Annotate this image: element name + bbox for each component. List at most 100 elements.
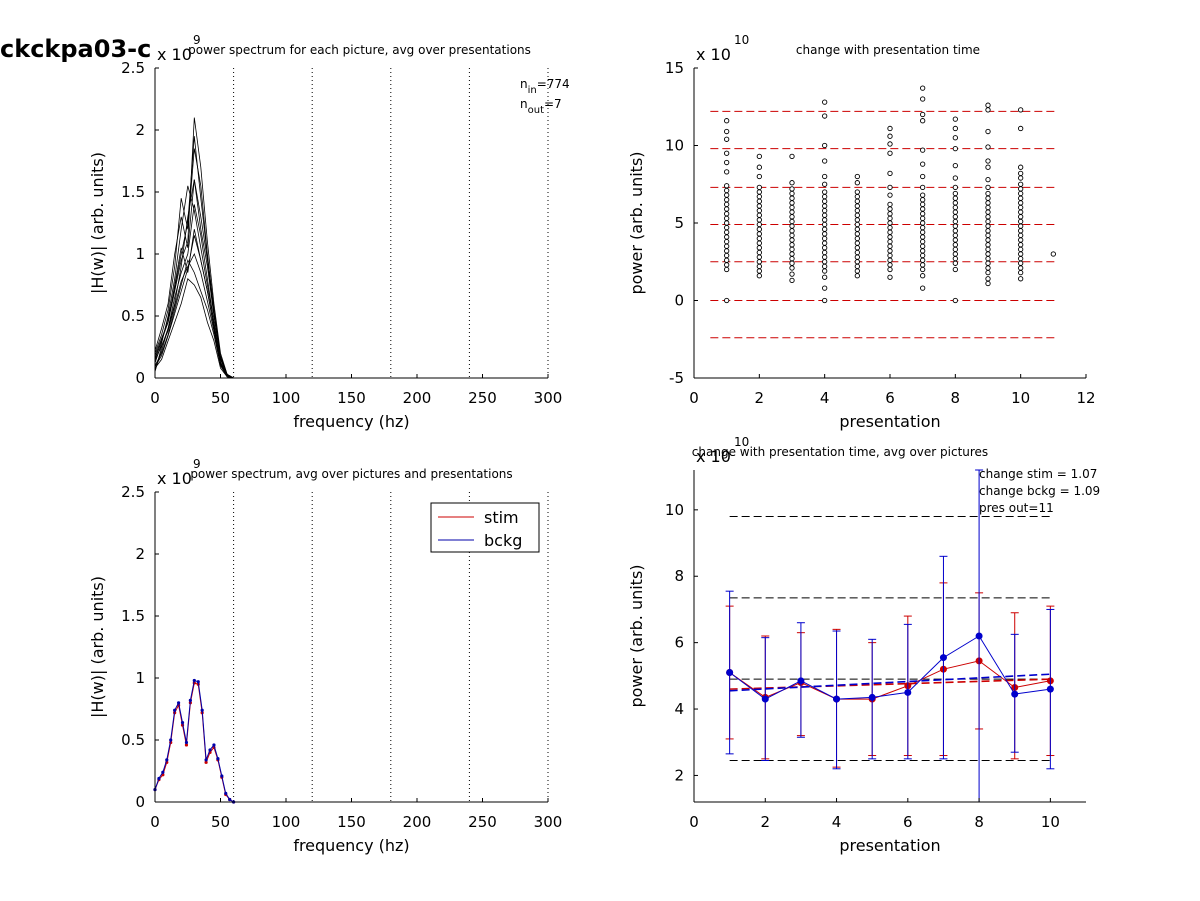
scatter-point <box>789 204 795 211</box>
y-multiplier-exponent: 10 <box>734 435 749 449</box>
figure-title: ckckpa03-c <box>0 35 151 63</box>
scatter-point <box>756 268 762 274</box>
scatter-point <box>985 190 991 197</box>
scatter-point <box>920 262 926 268</box>
spectrum-point-bckg <box>208 748 212 752</box>
scatter-point <box>756 217 762 223</box>
panel-change-presentation-time: 0 2 4 6 8 10 12 -5 0 5 10 15 presentation power (arb.… <box>627 33 1096 431</box>
scatter-point <box>985 246 991 253</box>
x-tick-label: 150 <box>337 389 366 407</box>
scatter-point <box>985 232 991 239</box>
x-tick-label: 4 <box>832 813 842 831</box>
scatter-point <box>756 240 762 246</box>
scatter-point <box>724 169 730 175</box>
scatter-point <box>985 260 991 266</box>
y-tick-label: 8 <box>674 567 684 585</box>
scatter-point <box>724 248 730 254</box>
spectrum-line <box>154 185 548 379</box>
scatter-point <box>1018 195 1024 201</box>
scatter-point <box>887 248 893 254</box>
scatter-point <box>789 246 795 253</box>
y-tick-label: 6 <box>674 634 684 652</box>
x-tick-label: 200 <box>403 389 432 407</box>
scatter-point <box>789 209 795 215</box>
scatter-point <box>822 254 828 260</box>
x-tick-label: 0 <box>150 389 160 407</box>
scatter-point <box>756 221 762 228</box>
scatter-point <box>1018 125 1024 132</box>
scatter-point <box>854 268 860 274</box>
scatter-point <box>789 237 795 243</box>
x-tick-label: 150 <box>337 813 366 831</box>
x-tick-label: 300 <box>534 813 563 831</box>
scatter-point <box>985 255 991 262</box>
scatter-point <box>952 162 958 169</box>
scatter-point <box>756 273 762 279</box>
scatter-point <box>985 242 991 248</box>
x-axis-label: frequency (hz) <box>293 412 409 431</box>
scatter-point <box>887 224 893 231</box>
scatter-point <box>724 220 730 226</box>
y-multiplier-base: x 10 <box>157 469 192 488</box>
stat-annotation: pres out=11 <box>979 501 1054 515</box>
scatter-point <box>887 234 893 240</box>
scatter-point <box>952 209 958 215</box>
scatter-point <box>822 113 828 119</box>
y-tick-label: 10 <box>665 137 684 155</box>
scatter-point <box>822 268 828 274</box>
spectrum-point-stim <box>184 743 189 747</box>
scatter-point <box>822 142 828 149</box>
scatter-point <box>789 242 795 248</box>
scatter-point <box>724 257 730 263</box>
scatter-point <box>887 141 893 147</box>
spectrum-point-bckg <box>216 757 220 761</box>
scatter-point <box>920 85 926 91</box>
x-axis-label: frequency (hz) <box>293 836 409 855</box>
scatter-point <box>789 223 795 229</box>
scatter-point <box>1018 107 1024 113</box>
x-tick-label: 50 <box>211 389 230 407</box>
scatter-point <box>756 226 762 232</box>
legend-box <box>430 502 540 553</box>
scatter-point <box>854 193 860 200</box>
y-multiplier-exponent: 10 <box>734 33 749 47</box>
scatter-point <box>822 198 828 204</box>
x-axis-label: presentation <box>839 412 940 431</box>
panel-power-spectrum-avg: 0 50 100 150 200 250 300 0 0.5 1 1.5 2 2.5 frequency … <box>88 457 562 855</box>
x-tick-label: 100 <box>272 813 301 831</box>
scatter-point <box>854 273 860 279</box>
scatter-point <box>985 209 991 215</box>
stat-annotation: change stim = 1.07 <box>979 467 1097 481</box>
x-tick-label: 100 <box>272 389 301 407</box>
scatter-point <box>1018 232 1024 239</box>
scatter-point <box>1018 181 1024 187</box>
panel-title: power spectrum, avg over pictures and pr… <box>190 467 512 481</box>
panel-change-presentation-avg: 0 2 4 6 8 10 2 4 6 8 10 presentation power (arb. uni… <box>627 435 1100 855</box>
scatter-point <box>887 229 893 235</box>
spectrum-point-bckg <box>157 776 161 781</box>
spectrum-point-bckg <box>224 791 228 795</box>
y-axis-label: |H(w)| (arb. units) <box>88 152 107 294</box>
scatter-point <box>985 223 991 229</box>
scatter-point <box>756 259 762 265</box>
scatter-point <box>985 269 991 276</box>
x-tick-label: 50 <box>211 813 230 831</box>
scatter-point <box>822 263 828 270</box>
scatter-point <box>854 245 860 251</box>
scatter-point <box>952 200 958 206</box>
scatter-point <box>887 184 893 191</box>
scatter-point <box>920 215 926 222</box>
mean-point-bckg <box>726 669 734 677</box>
scatter-point <box>887 170 893 177</box>
scatter-point <box>985 200 991 206</box>
scatter-point <box>724 234 730 240</box>
spectrum-point-bckg <box>165 758 169 762</box>
scatter-point <box>985 276 991 282</box>
y-tick-label: -5 <box>669 369 684 387</box>
scatter-point <box>1018 260 1024 266</box>
y-tick-label: 0 <box>135 369 145 387</box>
scatter-point <box>1018 255 1024 262</box>
scatter-point <box>887 252 893 259</box>
scatter-point <box>822 297 828 304</box>
y-tick-label: 2 <box>674 766 684 784</box>
